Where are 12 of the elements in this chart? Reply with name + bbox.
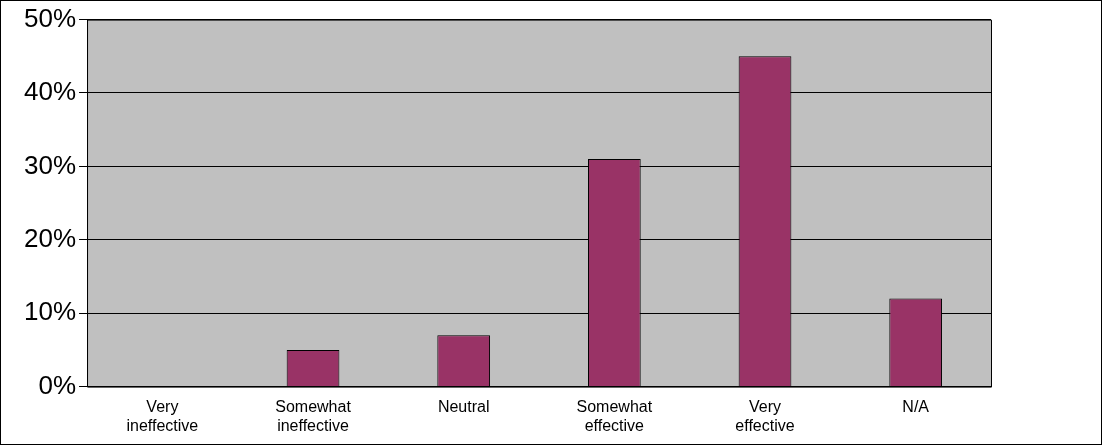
y-tick-label: 50% — [23, 2, 77, 33]
x-tick-label: Neutral — [437, 397, 490, 415]
x-tick-label: Somewhat effective — [576, 397, 653, 434]
x-tick-label: Very effective — [735, 397, 795, 434]
y-tick-label: 40% — [23, 76, 77, 107]
y-tick-label: 10% — [23, 296, 77, 327]
x-tick-label: N/A — [902, 397, 930, 415]
y-tick-label: 30% — [23, 149, 77, 180]
y-tick-label: 20% — [23, 222, 77, 253]
x-tick-label: Very ineffective — [126, 397, 199, 434]
x-tick-label: Somewhat ineffective — [275, 397, 352, 434]
y-tick-label: 0% — [38, 369, 77, 400]
